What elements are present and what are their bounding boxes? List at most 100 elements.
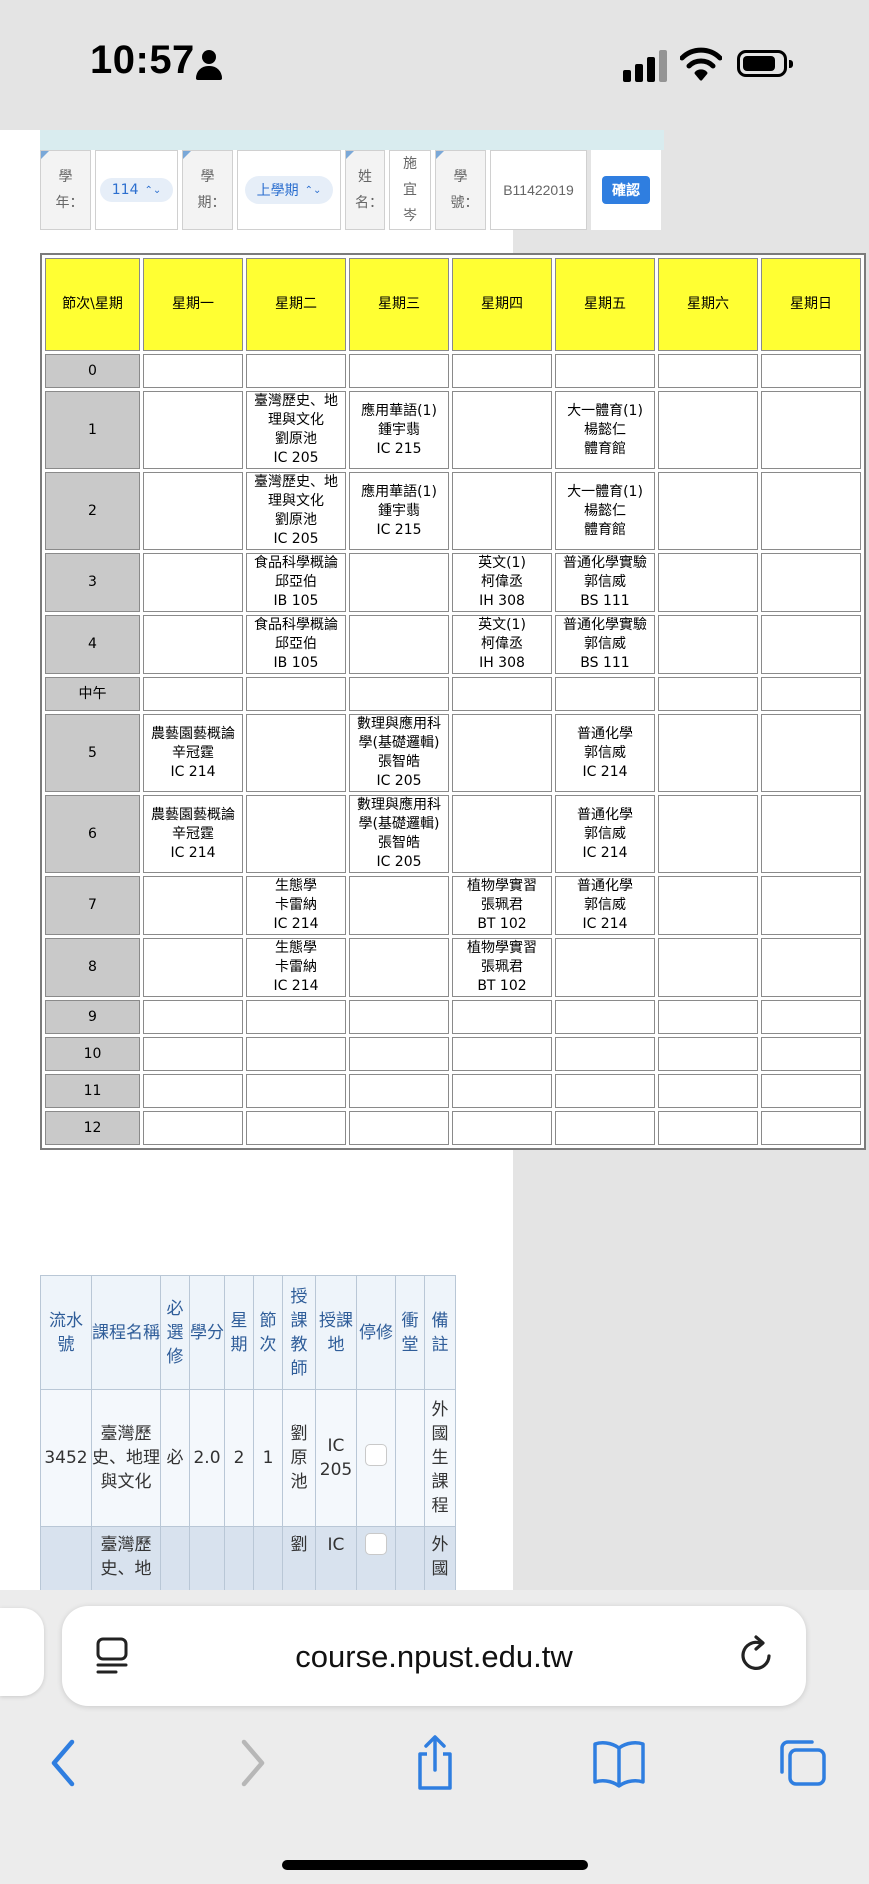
course-slot: 大一體育(1) 楊懿仁 體育館 — [555, 472, 655, 550]
name-value: 施宜岑 — [403, 156, 417, 224]
empty-slot — [246, 714, 346, 792]
course-slot: 普通化學實驗 郭信威 BS 111 — [555, 615, 655, 674]
cellular-signal-icon — [623, 48, 669, 82]
student-id-value: B11422019 — [503, 182, 574, 198]
book-icon — [593, 1741, 645, 1788]
weekly-timetable: 節次\星期 星期一 星期二 星期三 星期四 星期五 星期六 星期日 0 1 臺灣歷史、地 理與文… — [40, 253, 866, 1150]
empty-slot — [349, 615, 449, 674]
column-header: 課程名稱 — [91, 1275, 161, 1390]
course-slot: 臺灣歷史、地 理與文化 劉原池 IC 205 — [246, 472, 346, 550]
course-conflict — [395, 1526, 425, 1590]
empty-slot — [452, 354, 552, 388]
course-slot: 臺灣歷史、地 理與文化 劉原池 IC 205 — [246, 391, 346, 469]
empty-slot — [143, 615, 243, 674]
day-header: 星期三 — [349, 258, 449, 351]
bookmarks-button[interactable] — [584, 1728, 654, 1798]
share-button[interactable] — [400, 1728, 470, 1798]
day-header: 星期五 — [555, 258, 655, 351]
course-slot: 普通化學 郭信威 IC 214 — [555, 876, 655, 935]
confirm-button[interactable]: 確認 — [602, 176, 650, 204]
course-slot: 數理與應用科 學(基礎邏輯) 張智皓 IC 205 — [349, 714, 449, 792]
empty-slot — [555, 354, 655, 388]
year-select[interactable]: 114 ⌃⌄ — [95, 150, 178, 230]
page-format-icon[interactable] — [94, 1636, 130, 1676]
column-header: 學分 — [189, 1275, 225, 1390]
empty-slot — [349, 876, 449, 935]
term-label-text: 學期： — [197, 169, 226, 211]
forward-button[interactable] — [218, 1728, 288, 1798]
status-time: 10:57 — [90, 38, 195, 82]
empty-slot — [658, 876, 758, 935]
empty-slot — [761, 472, 861, 550]
chevron-right-icon — [241, 1739, 265, 1787]
empty-slot — [555, 1111, 655, 1145]
course-slot: 食品科學概論 邱亞伯 IB 105 — [246, 553, 346, 612]
period-label: 4 — [45, 615, 140, 674]
course-credit — [189, 1526, 225, 1590]
confirm-cell: 確認 — [591, 150, 661, 230]
empty-slot — [761, 354, 861, 388]
previous-tab-peek[interactable] — [0, 1608, 44, 1696]
empty-slot — [761, 553, 861, 612]
empty-slot — [349, 677, 449, 711]
address-bar[interactable]: course.npust.edu.tw — [62, 1606, 806, 1706]
term-label: 學期： — [182, 150, 233, 230]
timetable-row: 2 臺灣歷史、地 理與文化 劉原池 IC 205 應用華語(1) 鍾宇翡 IC 21… — [45, 472, 861, 550]
withdraw-checkbox[interactable] — [365, 1533, 387, 1555]
course-name: 臺灣歷史、地 — [91, 1526, 161, 1590]
timetable-row: 4 食品科學概論 邱亞伯 IB 105 英文(1) 柯偉丞 IH 308 普通化學實驗… — [45, 615, 861, 674]
course-slot: 應用華語(1) 鍾宇翡 IC 215 — [349, 391, 449, 469]
timetable-corner-header: 節次\星期 — [45, 258, 140, 351]
page-header-band — [40, 130, 664, 150]
empty-slot — [658, 795, 758, 873]
withdraw-checkbox[interactable] — [365, 1443, 387, 1466]
empty-slot — [349, 1000, 449, 1034]
course-req: 必 — [160, 1389, 190, 1527]
period-label: 中午 — [45, 677, 140, 711]
period-label: 5 — [45, 714, 140, 792]
column-header: 節次 — [253, 1275, 283, 1390]
empty-slot — [452, 677, 552, 711]
column-header: 授課地 — [315, 1275, 357, 1390]
empty-slot — [555, 1037, 655, 1071]
empty-slot — [246, 354, 346, 388]
column-header: 授課教師 — [282, 1275, 316, 1390]
course-slot: 農藝園藝概論 辛冠霆 IC 214 — [143, 795, 243, 873]
web-content[interactable]: 學年： 114 ⌃⌄ 學期： 上學期 ⌃⌄ 姓名： 施宜岑 學號： B1142201… — [0, 130, 869, 1590]
empty-slot — [143, 1111, 243, 1145]
course-row: 3452 臺灣歷史、地理與文化必 2.0 2 1 劉原池 IC 205 外國生課程 — [40, 1389, 456, 1527]
course-name: 臺灣歷史、地理與文化 — [91, 1389, 161, 1527]
empty-slot — [143, 876, 243, 935]
back-button[interactable] — [28, 1728, 98, 1798]
timetable-row: 9 — [45, 1000, 861, 1034]
empty-slot — [452, 714, 552, 792]
withdraw-cell — [356, 1389, 396, 1527]
period-label: 9 — [45, 1000, 140, 1034]
course-note: 外國 — [424, 1526, 456, 1590]
course-list-table: 流水號 課程名稱 必選修 學分 星期 節次 授課教師 授課地 停修 衝堂 備註 3452 臺灣歷史、地… — [40, 1275, 456, 1590]
year-value: 114 — [111, 182, 139, 198]
empty-slot — [452, 795, 552, 873]
empty-slot — [143, 553, 243, 612]
timetable-row: 10 — [45, 1037, 861, 1071]
tabs-icon — [780, 1740, 826, 1786]
tabs-button[interactable] — [768, 1728, 838, 1798]
timetable-row: 1 臺灣歷史、地 理與文化 劉原池 IC 205 應用華語(1) 鍾宇翡 IC 21… — [45, 391, 861, 469]
home-indicator — [282, 1860, 588, 1870]
day-header: 星期一 — [143, 258, 243, 351]
empty-slot — [555, 1074, 655, 1108]
reload-icon[interactable] — [736, 1634, 778, 1676]
year-label: 學年： — [40, 150, 91, 230]
empty-slot — [761, 1111, 861, 1145]
empty-slot — [761, 938, 861, 997]
empty-slot — [246, 1037, 346, 1071]
course-slot: 英文(1) 柯偉丞 IH 308 — [452, 615, 552, 674]
day-header: 星期六 — [658, 258, 758, 351]
id-label: 學號： — [435, 150, 486, 230]
empty-slot — [658, 677, 758, 711]
empty-slot — [143, 938, 243, 997]
course-room: IC 205 — [315, 1389, 357, 1527]
period-label: 3 — [45, 553, 140, 612]
term-select[interactable]: 上學期 ⌃⌄ — [237, 150, 341, 230]
id-label-text: 學號： — [450, 169, 479, 211]
